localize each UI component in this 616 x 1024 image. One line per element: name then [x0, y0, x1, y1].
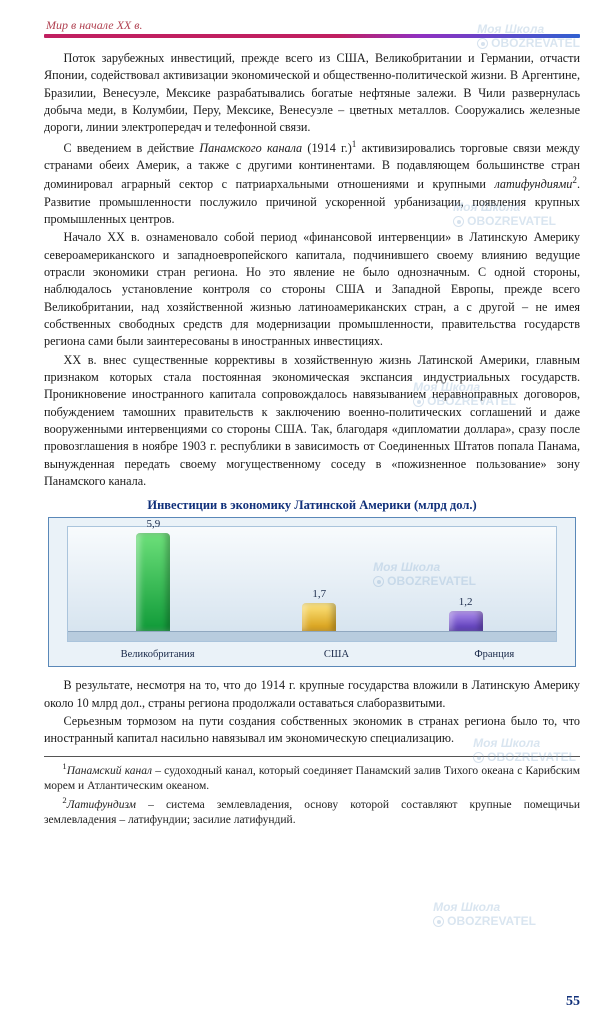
body-text-after-chart: В результате, несмотря на то, что до 191… — [44, 677, 580, 747]
footnote-1: 1Панамский канал – судоходный канал, кот… — [44, 761, 580, 795]
footnotes: 1Панамский канал – судоходный канал, кот… — [44, 756, 580, 829]
paragraph-5: В результате, несмотря на то, что до 191… — [44, 677, 580, 712]
paragraph-6: Серьезным тормозом на пути создания собс… — [44, 713, 580, 748]
bar-category-label: Великобритания — [121, 649, 195, 660]
bar-category-label: США — [324, 649, 349, 660]
paragraph-4: XX в. внес существенные коррективы в хоз… — [44, 352, 580, 491]
term-latifundia: лати­фундиями — [494, 177, 572, 191]
watermark: Моя ШколаOBOZREVATEL — [433, 900, 536, 928]
page-number: 55 — [566, 994, 580, 1010]
chart-bar: 1,7 — [302, 603, 336, 631]
header-divider — [44, 34, 580, 38]
chart-plot-area: 5,9 1,7 1,2 — [67, 526, 557, 642]
chart-bars: 5,9 1,7 1,2 — [68, 527, 556, 631]
chart-bar: 5,9 — [136, 533, 170, 631]
chart-title: Инвестиции в экономику Латинской Америки… — [44, 498, 580, 513]
textbook-page: Мир в начале XX в. Поток зарубежных инве… — [0, 0, 616, 846]
paragraph-3: Начало XX в. ознаменовало собой период «… — [44, 229, 580, 350]
bar-category-label: Франция — [474, 649, 514, 660]
chapter-title: Мир в начале XX в. — [46, 18, 142, 33]
paragraph-1: Поток зарубежных инвестиций, прежде всег… — [44, 50, 580, 137]
investment-chart: 5,9 1,7 1,2 Великобритания США Франция — [48, 517, 576, 667]
paragraph-2: С введением в действие Панамского канала… — [44, 138, 580, 229]
bar-value-label: 1,2 — [459, 596, 473, 608]
term-panama-canal: Панамского канала — [199, 141, 302, 155]
body-text: Поток зарубежных инвестиций, прежде всег… — [44, 50, 580, 490]
footnote-2: 2Латифундизм – система землевладения, ос… — [44, 795, 580, 829]
bar-value-label: 1,7 — [312, 588, 326, 600]
chart-baseline — [68, 631, 556, 641]
page-header: Мир в начале XX в. — [44, 18, 580, 40]
chart-bar: 1,2 — [449, 611, 483, 631]
bar-value-label: 5,9 — [146, 518, 160, 530]
